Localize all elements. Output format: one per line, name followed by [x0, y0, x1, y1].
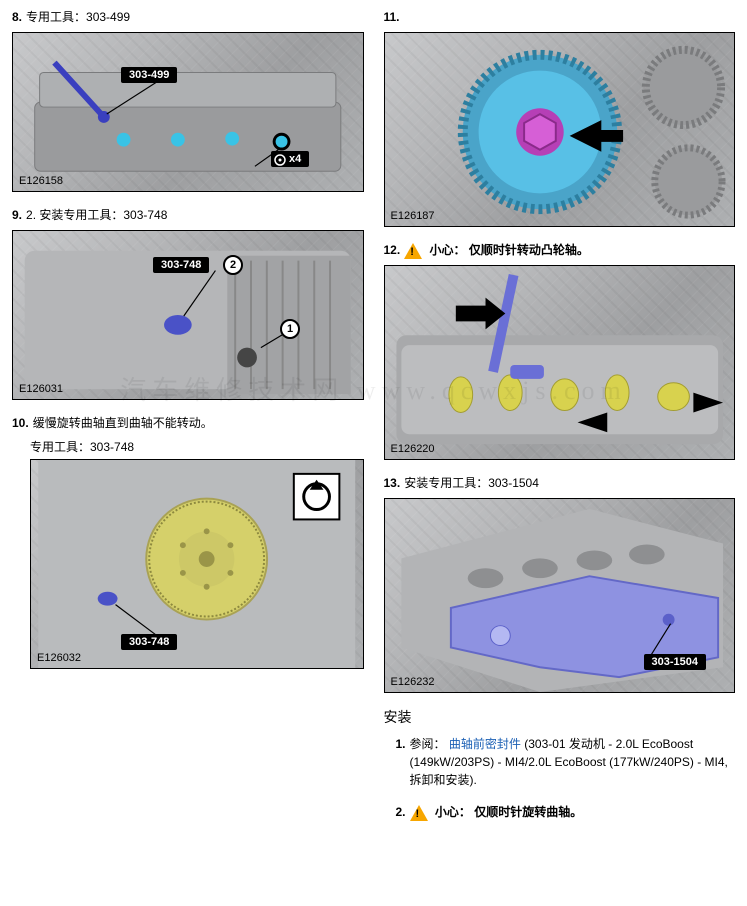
callout-303-1504: 303-1504 [644, 654, 707, 670]
figure-id: E126232 [391, 676, 435, 688]
step-text: 2. 安装专用工具：303-748 [26, 206, 363, 224]
step-text: 专用工具：303-499 [26, 8, 363, 26]
callout-303-499: 303-499 [121, 67, 177, 83]
figure-8: 303-499 x4 E126158 [12, 32, 364, 192]
step-caution: 小心： 仅顺时针旋转曲轴。 [410, 803, 735, 821]
circle-2: 2 [223, 255, 243, 275]
figure-11: E126187 [384, 32, 736, 227]
step-text: 参阅： 曲轴前密封件 (303-01 发动机 - 2.0L EcoBoost (… [410, 735, 735, 789]
figure-id: E126031 [19, 383, 63, 395]
figure-10-svg [31, 460, 363, 668]
step-caution: 小心： 仅顺时针转动凸轮轴。 [404, 241, 735, 259]
step-number: 2. [396, 803, 406, 821]
step-8: 8. 专用工具：303-499 [12, 8, 364, 192]
figure-id: E126220 [391, 443, 435, 455]
figure-id: E126032 [37, 652, 81, 664]
step-12: 12. 小心： 仅顺时针转动凸轮轴。 [384, 241, 736, 460]
step-number: 8. [12, 8, 22, 26]
step-number: 11. [384, 8, 400, 26]
figure-13: 303-1504 E126232 [384, 498, 736, 693]
figure-12: E126220 [384, 265, 736, 460]
step-9: 9. 2. 安装专用工具：303-748 [12, 206, 364, 400]
step-10: 10. 缓慢旋转曲轴直到曲轴不能转动。 专用工具：303-748 [12, 414, 364, 669]
circle-1: 1 [280, 319, 300, 339]
figure-10: 303-748 E126032 [30, 459, 364, 669]
install-step-1: 1. 参阅： 曲轴前密封件 (303-01 发动机 - 2.0L EcoBoos… [384, 735, 736, 789]
callout-303-748: 303-748 [153, 257, 209, 273]
figure-id: E126187 [391, 210, 435, 222]
install-step-2: 2. 小心： 仅顺时针旋转曲轴。 [384, 803, 736, 821]
ref-link[interactable]: 曲轴前密封件 [449, 737, 521, 751]
right-column: 11. [384, 8, 736, 835]
warning-icon [410, 805, 428, 821]
figure-id: E126158 [19, 175, 63, 187]
left-column: 8. 专用工具：303-499 [12, 8, 364, 835]
step-number: 1. [396, 735, 406, 753]
figure-8-svg [13, 33, 363, 191]
figure-9: 303-748 2 1 E126031 [12, 230, 364, 400]
install-section: 安装 1. 参阅： 曲轴前密封件 (303-01 发动机 - 2.0L EcoB… [384, 707, 736, 821]
two-column-layout: 8. 专用工具：303-499 [12, 8, 735, 835]
step-10-sub: 专用工具：303-748 [12, 438, 364, 455]
callout-303-748-b: 303-748 [121, 634, 177, 650]
figure-12-svg [385, 266, 735, 459]
step-text: 安装专用工具：303-1504 [404, 474, 735, 492]
step-11: 11. [384, 8, 736, 227]
step-number: 10. [12, 414, 29, 432]
step-text: 缓慢旋转曲轴直到曲轴不能转动。 [33, 414, 364, 432]
step-number: 13. [384, 474, 401, 492]
install-title: 安装 [384, 707, 736, 727]
step-13: 13. 安装专用工具：303-1504 [384, 474, 736, 693]
step-number: 9. [12, 206, 22, 224]
callout-x4: x4 [271, 151, 309, 167]
warning-icon [404, 243, 422, 259]
figure-11-svg [385, 33, 735, 226]
step-number: 12. [384, 241, 401, 259]
